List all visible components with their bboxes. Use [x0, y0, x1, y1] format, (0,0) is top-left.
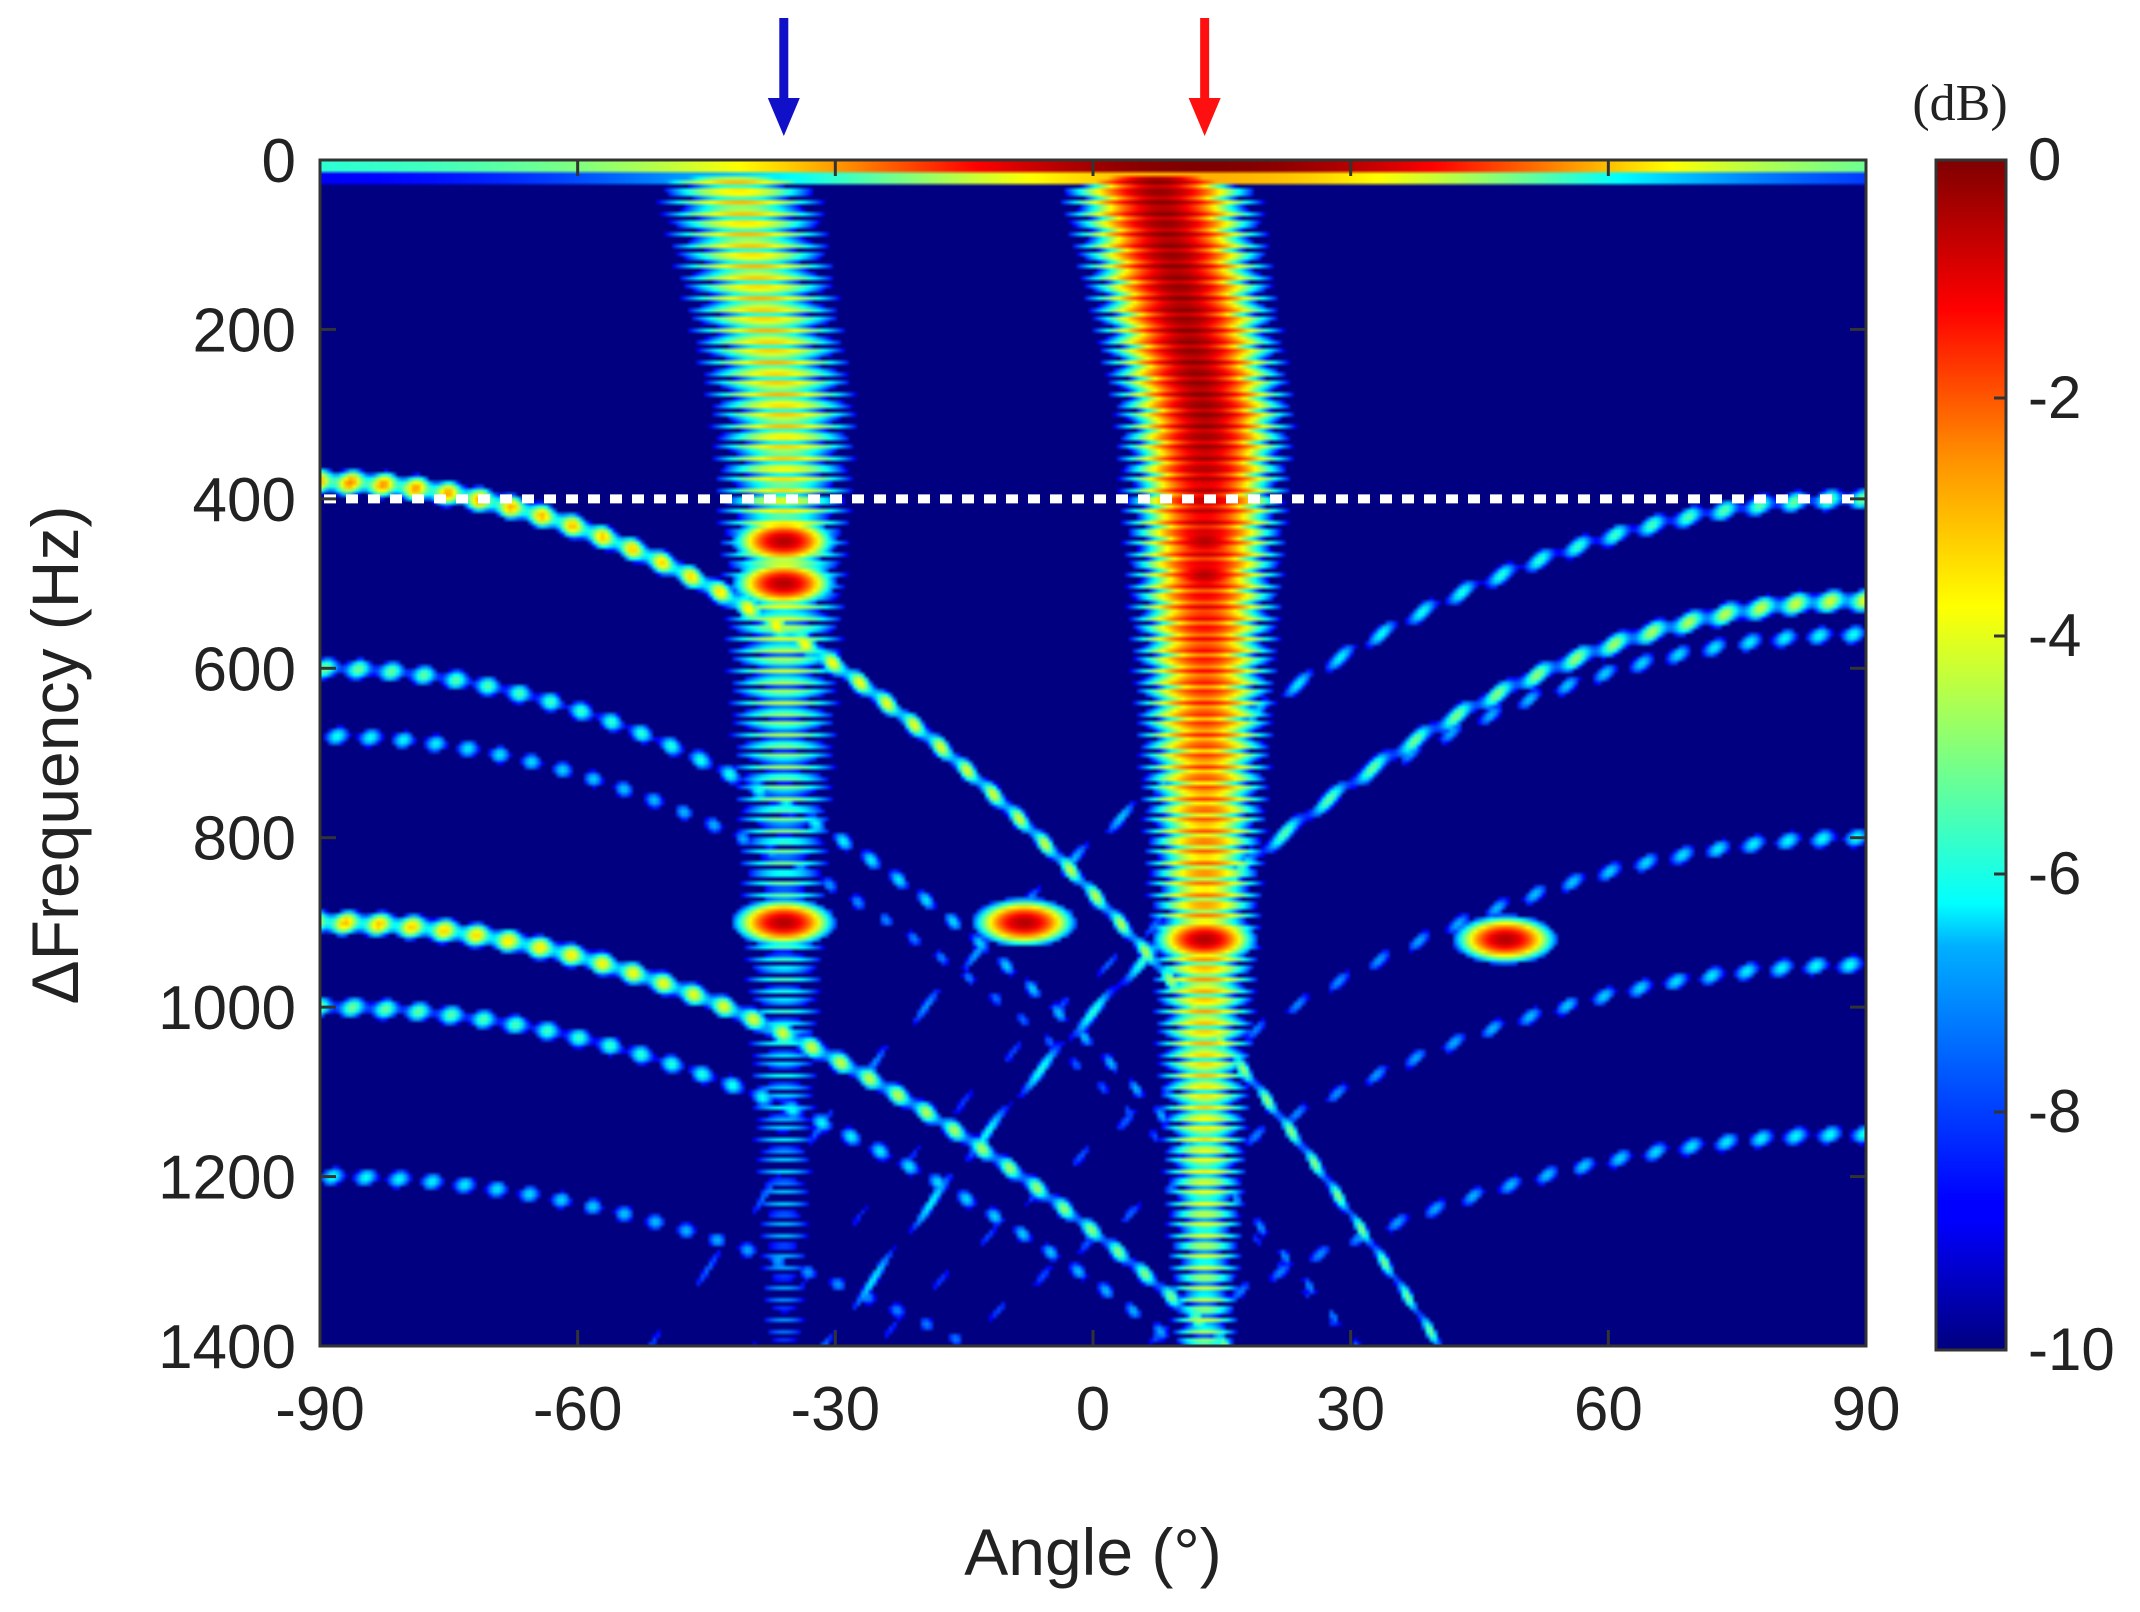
y-tick-label: 800 [193, 805, 296, 874]
colorbar-tick-label: -4 [2028, 602, 2081, 669]
y-tick-label: 400 [193, 466, 296, 535]
y-tick-label: 1400 [158, 1313, 296, 1382]
x-tick-label: -90 [275, 1375, 365, 1444]
y-tick-label: 1000 [158, 974, 296, 1043]
x-tick-label: 0 [1076, 1375, 1110, 1444]
y-tick-label: 600 [193, 635, 296, 704]
colorbar-ticks: 0 -2 -4 -6 -8 -10 [1994, 126, 2115, 1383]
y-tick-label: 0 [262, 127, 296, 196]
arrow-head [767, 98, 800, 136]
colorbar-tick-label: -8 [2028, 1078, 2081, 1145]
y-tick-label: 200 [193, 296, 296, 365]
colorbar-tick-label: -10 [2028, 1316, 2115, 1383]
colorbar-tick-label: -2 [2028, 364, 2081, 431]
colorbar-tick-label: -6 [2028, 840, 2081, 907]
x-tick-label: -60 [533, 1375, 623, 1444]
colorbar-unit-label: (dB) [1912, 75, 2007, 132]
x-axis-title: Angle (°) [964, 1515, 1222, 1589]
y-axis-ticks: 0 200 400 600 800 1000 1200 1400 [158, 127, 1866, 1382]
heatmap-image [320, 160, 1866, 1346]
colorbar [1934, 158, 2008, 1352]
y-tick-label: 1200 [158, 1144, 296, 1213]
x-tick-label: 90 [1832, 1375, 1901, 1444]
arrow-annotations [767, 18, 1221, 136]
y-axis-title: ΔFrequency (Hz) [18, 506, 92, 1005]
x-tick-label: -30 [791, 1375, 881, 1444]
x-tick-label: 30 [1316, 1375, 1385, 1444]
heatmap-area [320, 160, 1866, 1346]
x-axis-ticks: -90 -60 -30 0 30 60 90 [275, 160, 1900, 1444]
colorbar-tick-label: 0 [2028, 126, 2061, 193]
arrow-head [1188, 98, 1221, 136]
x-tick-label: 60 [1574, 1375, 1643, 1444]
